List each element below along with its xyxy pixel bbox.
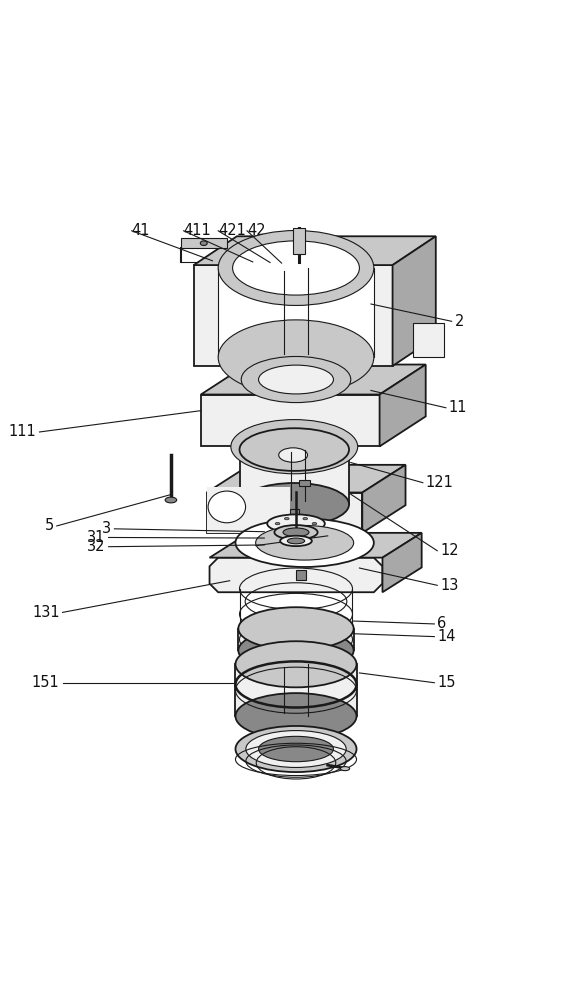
Ellipse shape [232,241,359,295]
Polygon shape [235,664,356,716]
Text: 3: 3 [102,521,112,536]
Polygon shape [393,236,436,366]
Ellipse shape [258,736,333,762]
Polygon shape [383,533,421,592]
Polygon shape [181,238,227,248]
Polygon shape [413,323,444,357]
Text: 42: 42 [247,223,266,238]
Polygon shape [296,570,306,580]
Ellipse shape [303,527,308,530]
Polygon shape [194,265,393,366]
Text: 31: 31 [87,530,106,545]
Ellipse shape [235,726,356,772]
Polygon shape [201,395,380,446]
Polygon shape [380,365,426,446]
Text: 411: 411 [184,223,211,238]
Polygon shape [239,450,349,504]
Ellipse shape [274,525,318,539]
Text: 11: 11 [448,400,467,415]
Ellipse shape [246,731,346,767]
Bar [207,487,290,533]
Ellipse shape [285,527,289,530]
Ellipse shape [258,365,333,394]
Ellipse shape [235,641,356,687]
Ellipse shape [241,356,351,403]
Polygon shape [218,268,374,357]
Ellipse shape [288,538,305,544]
Text: 12: 12 [440,543,458,558]
Ellipse shape [279,448,308,462]
Ellipse shape [280,536,312,546]
Text: 421: 421 [218,223,246,238]
Ellipse shape [218,320,374,395]
Ellipse shape [231,420,357,474]
Ellipse shape [340,767,350,771]
Ellipse shape [239,483,349,526]
Polygon shape [210,533,421,558]
Polygon shape [270,445,322,455]
Text: 111: 111 [9,424,36,439]
Text: 41: 41 [131,223,150,238]
Polygon shape [207,465,406,493]
Ellipse shape [267,514,325,533]
Text: 15: 15 [437,675,456,690]
Text: 14: 14 [437,629,456,644]
Text: 151: 151 [32,675,60,690]
Ellipse shape [285,517,289,520]
Ellipse shape [235,519,374,567]
Ellipse shape [238,629,353,672]
Ellipse shape [239,428,349,471]
Polygon shape [207,493,362,533]
Ellipse shape [165,497,177,503]
Ellipse shape [256,525,353,560]
Text: 6: 6 [437,616,447,631]
Text: 121: 121 [426,475,454,490]
Polygon shape [201,365,426,395]
Polygon shape [299,480,311,486]
Text: 5: 5 [45,518,54,533]
Ellipse shape [200,241,207,246]
Polygon shape [362,465,406,533]
Ellipse shape [208,491,245,523]
Ellipse shape [235,693,356,739]
Polygon shape [293,228,305,254]
Ellipse shape [218,231,374,305]
Ellipse shape [303,517,308,520]
Text: 131: 131 [32,605,60,620]
Ellipse shape [283,528,309,537]
Text: 13: 13 [440,578,458,593]
Text: 32: 32 [87,539,106,554]
Polygon shape [238,629,353,650]
Ellipse shape [312,522,317,525]
Ellipse shape [275,522,280,525]
Polygon shape [210,558,383,592]
Polygon shape [194,236,436,265]
Text: 2: 2 [454,314,464,329]
Ellipse shape [238,607,353,650]
Polygon shape [290,509,299,517]
